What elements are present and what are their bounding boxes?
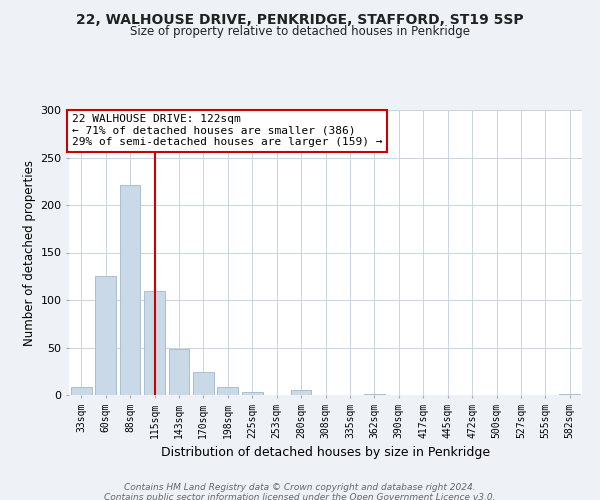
Bar bbox=[119, 185, 140, 395]
Bar bbox=[559, 394, 580, 395]
Bar bbox=[71, 388, 92, 395]
Bar bbox=[364, 394, 385, 395]
Text: Size of property relative to detached houses in Penkridge: Size of property relative to detached ho… bbox=[130, 25, 470, 38]
Text: Contains public sector information licensed under the Open Government Licence v3: Contains public sector information licen… bbox=[104, 492, 496, 500]
Bar bbox=[217, 388, 238, 395]
Y-axis label: Number of detached properties: Number of detached properties bbox=[23, 160, 36, 346]
Text: Contains HM Land Registry data © Crown copyright and database right 2024.: Contains HM Land Registry data © Crown c… bbox=[124, 482, 476, 492]
Bar bbox=[193, 372, 214, 395]
Text: 22, WALHOUSE DRIVE, PENKRIDGE, STAFFORD, ST19 5SP: 22, WALHOUSE DRIVE, PENKRIDGE, STAFFORD,… bbox=[76, 12, 524, 26]
Bar bbox=[242, 392, 263, 395]
Bar bbox=[290, 390, 311, 395]
Bar bbox=[144, 292, 165, 395]
Text: 22 WALHOUSE DRIVE: 122sqm
← 71% of detached houses are smaller (386)
29% of semi: 22 WALHOUSE DRIVE: 122sqm ← 71% of detac… bbox=[71, 114, 382, 148]
Bar bbox=[95, 276, 116, 395]
X-axis label: Distribution of detached houses by size in Penkridge: Distribution of detached houses by size … bbox=[161, 446, 490, 459]
Bar bbox=[169, 350, 190, 395]
